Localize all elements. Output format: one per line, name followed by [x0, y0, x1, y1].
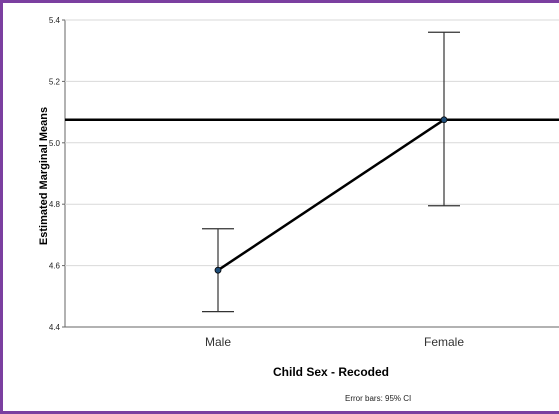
grid-lines	[62, 19, 559, 328]
y-axis-label: Estimated Marginal Means	[38, 107, 50, 245]
x-axis-label: Child Sex - Recoded	[273, 365, 389, 379]
y-tick-label: 4.8	[49, 200, 61, 209]
category-label: Male	[205, 335, 231, 349]
y-tick-label: 4.4	[49, 323, 61, 332]
category-label: Female	[424, 335, 464, 349]
y-tick-labels: 4.4 4.6 4.8 5.0 5.2 5.4	[49, 16, 61, 332]
data-points	[214, 116, 448, 274]
series-line	[217, 118, 445, 272]
error-bars	[202, 31, 460, 313]
data-point	[440, 116, 448, 124]
y-tick-label: 5.2	[49, 77, 61, 86]
y-tick-label: 5.0	[49, 139, 61, 148]
error-bars-note: Error bars: 95% CI	[345, 394, 411, 403]
data-point	[214, 266, 222, 274]
category-labels: Male Female	[205, 335, 464, 349]
y-tick-label: 5.4	[49, 16, 61, 25]
y-tick-label: 4.6	[49, 262, 61, 271]
